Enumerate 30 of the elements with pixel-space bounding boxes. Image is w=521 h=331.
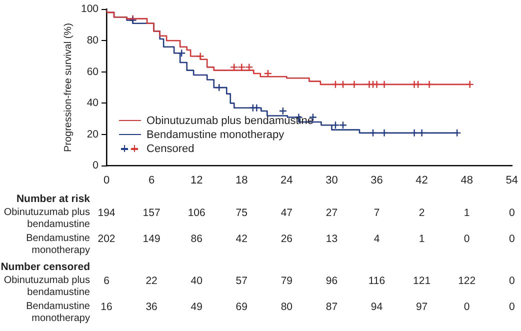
y-axis-title: Progression-free survival (%)	[62, 23, 74, 152]
x-tick-label: 0	[103, 174, 110, 186]
y-tick-label: 60	[86, 66, 99, 78]
text: Number censored	[0, 260, 90, 275]
x-tick-label: 18	[236, 174, 248, 186]
text: 194 157 106 75 47 27 7 2 1 0	[98, 207, 515, 219]
y-tick-label: 40	[86, 97, 99, 110]
x-tick-label: 12	[190, 174, 203, 186]
y-tick-label: 0	[92, 160, 99, 172]
text: 202 149 86 42 26 13 4 1 0 0	[98, 233, 515, 245]
legend-label: Bendamustine monotherapy	[146, 128, 284, 142]
x-tick-label: 54	[506, 174, 518, 186]
x-tick-label: 30	[326, 174, 338, 186]
legend-label: Obinutuzumab plus bendamustine	[146, 114, 314, 128]
legend-label: Censored	[146, 142, 194, 156]
text: Obinutuzumab plus bendamustine	[2, 207, 90, 231]
y-tick-label: 20	[86, 128, 99, 140]
text: Bendamustine monotherapy	[25, 233, 90, 257]
y-tick-label: 80	[86, 34, 99, 46]
text: 6 22 40 57 79 96 116 121 122 0	[104, 275, 515, 287]
y-tick-label: 100	[80, 3, 99, 16]
x-tick-label: 24	[280, 174, 293, 186]
text: Number at risk	[15, 192, 90, 207]
x-tick-label: 48	[460, 174, 473, 186]
x-tick-label: 42	[416, 174, 428, 186]
text: 16 36 49 69 80 87 94 97 0 0	[100, 301, 515, 313]
text: Bendamustine monotherapy	[25, 301, 90, 325]
text: Obinutuzumab plus bendamustine	[2, 275, 90, 299]
x-tick-label: 6	[148, 174, 155, 186]
x-tick-label: 36	[370, 174, 383, 186]
